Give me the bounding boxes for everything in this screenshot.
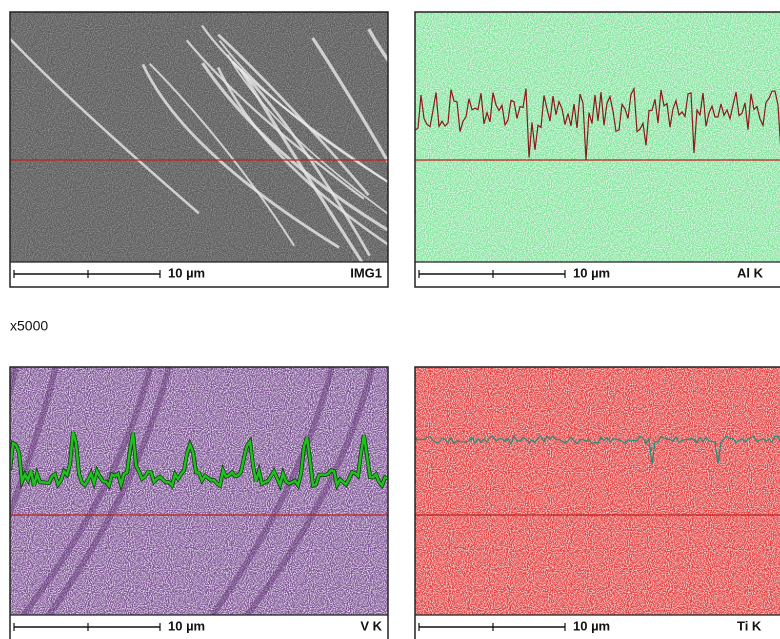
panel: 10 µm V K xyxy=(0,367,388,639)
scale-label: 10 µm xyxy=(573,618,610,633)
figure: x5000 10 µm IMG1 10 µm Al K 10 µm V K 10 µm Ti … xyxy=(0,0,780,639)
panel-label: Ti K xyxy=(737,618,762,633)
panel-label: Al K xyxy=(737,265,764,280)
map-noise-dark xyxy=(10,12,388,262)
map-image xyxy=(415,367,780,615)
scale-label: 10 µm xyxy=(573,265,610,280)
panel: 10 µm Al K xyxy=(415,12,780,287)
panel: 10 µm Ti K xyxy=(415,367,780,639)
map-image xyxy=(415,12,780,262)
magnification: x5000 xyxy=(10,318,48,334)
map-noise xyxy=(10,367,388,615)
map-image xyxy=(0,367,388,615)
scale-label: 10 µm xyxy=(168,618,205,633)
scale-label: 10 µm xyxy=(168,265,205,280)
map-noise xyxy=(415,367,780,615)
map-noise xyxy=(415,12,780,262)
panel-label: V K xyxy=(360,618,382,633)
panel-label: IMG1 xyxy=(350,265,382,280)
